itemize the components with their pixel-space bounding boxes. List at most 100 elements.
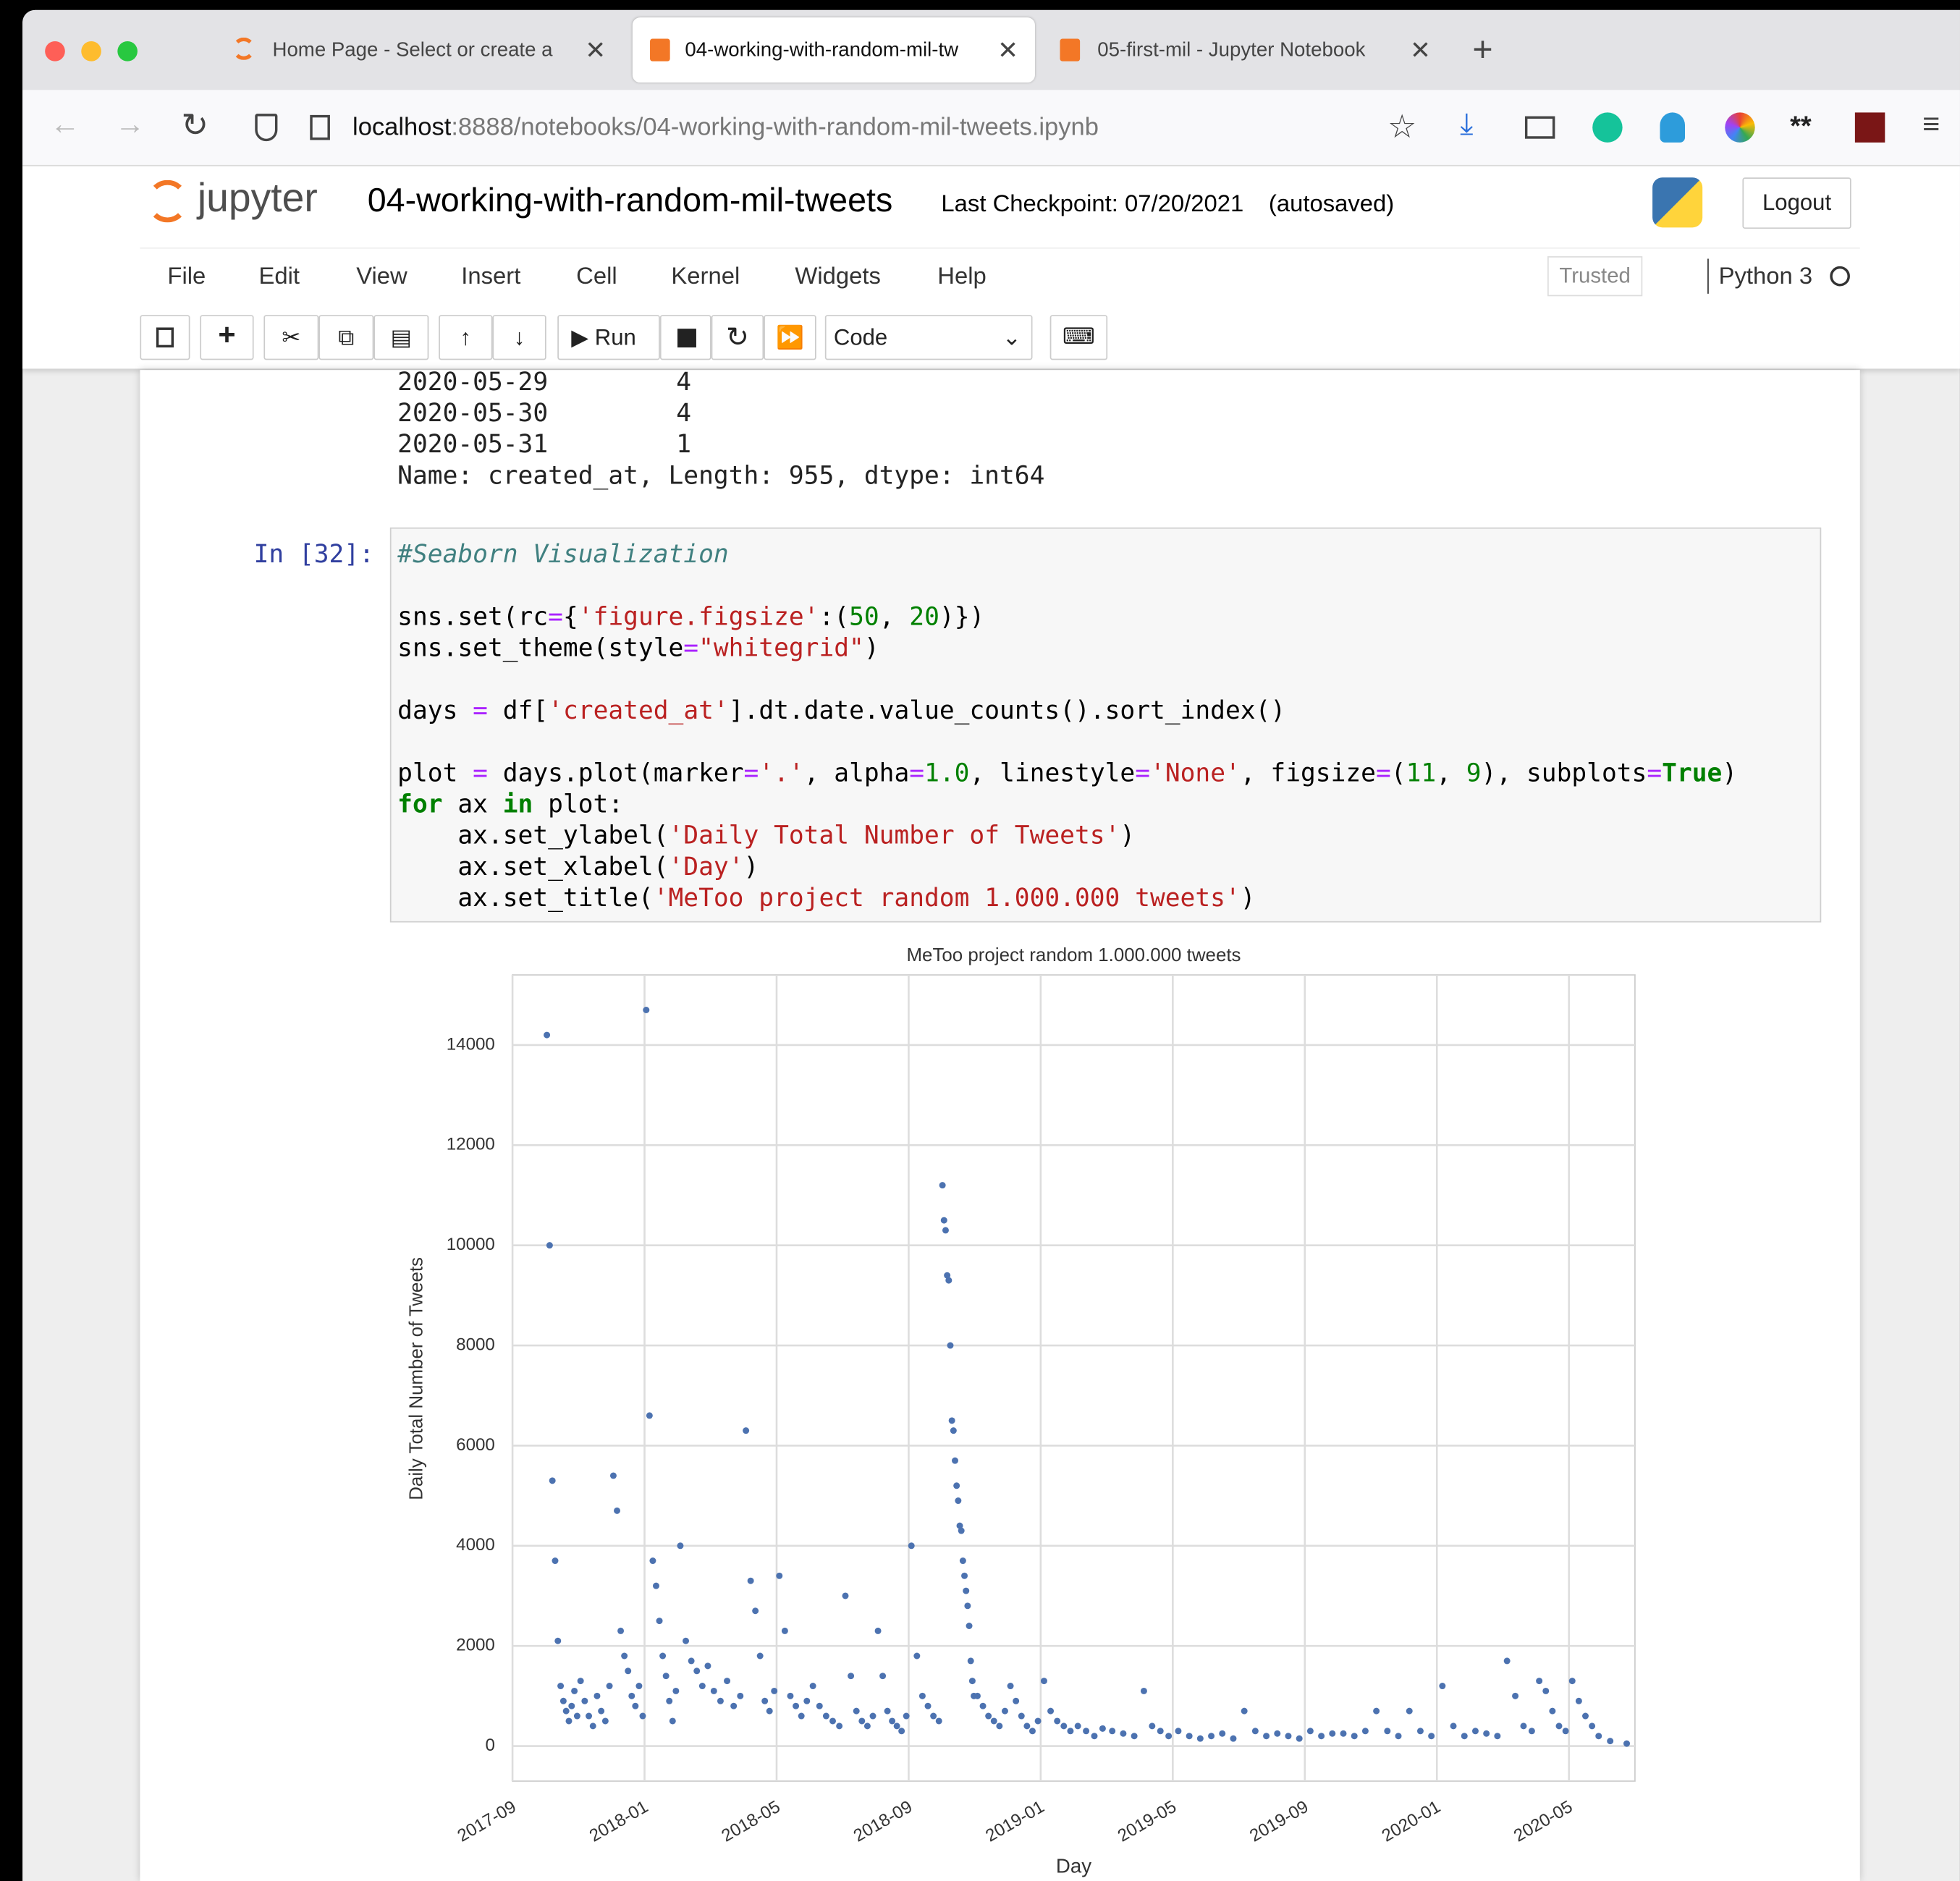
data-point <box>1034 1717 1042 1725</box>
tab-close[interactable]: ✕ <box>1410 37 1432 65</box>
data-point <box>1306 1728 1314 1735</box>
data-point <box>1157 1728 1164 1735</box>
menu-item[interactable]: Edit <box>258 263 300 290</box>
data-point <box>677 1542 684 1550</box>
data-point <box>947 1342 954 1349</box>
code-line: for ax in plot: <box>397 788 624 819</box>
output-date: 2020-05-30 <box>397 397 549 428</box>
data-point <box>557 1683 565 1690</box>
data-point <box>1208 1733 1215 1740</box>
x-tick-label: 2020-01 <box>1379 1797 1444 1846</box>
interrupt-button[interactable] <box>659 315 711 360</box>
notebook-name[interactable]: 04-working-with-random-mil-tweets <box>367 181 893 219</box>
extension-stars[interactable]: ** <box>1790 109 1812 142</box>
data-point <box>1318 1733 1325 1740</box>
back-button[interactable]: ← <box>50 107 80 142</box>
minimize-window[interactable] <box>81 41 101 62</box>
y-tick-label: 0 <box>485 1736 494 1755</box>
data-point <box>1542 1687 1550 1694</box>
shield-icon[interactable] <box>255 114 278 142</box>
data-point <box>1329 1730 1336 1737</box>
tab[interactable]: Home Page - Select or create a ✕ <box>215 17 617 83</box>
data-point <box>930 1712 937 1720</box>
x-tick-label: 2019-01 <box>982 1797 1047 1846</box>
page-icon[interactable] <box>310 114 330 140</box>
extension-avatar[interactable] <box>1854 112 1885 143</box>
insert-cell-button[interactable]: + <box>200 315 254 360</box>
chart-title: MeToo project random 1.000.000 tweets <box>906 945 1241 965</box>
data-point <box>939 1182 946 1189</box>
move-down-button[interactable]: ↓ <box>492 315 546 360</box>
copy-button[interactable]: ⧉ <box>318 315 374 360</box>
data-point <box>659 1652 667 1660</box>
code-cell[interactable] <box>389 527 1822 923</box>
dropdown-arrow: ⌄ <box>1002 325 1021 350</box>
extension-color[interactable] <box>1725 112 1755 143</box>
tab-active[interactable]: 04-working-with-random-mil-tw ✕ <box>632 17 1035 83</box>
data-point <box>776 1572 783 1579</box>
data-point <box>652 1582 659 1589</box>
data-point <box>656 1618 663 1625</box>
tab-close[interactable]: ✕ <box>585 37 607 65</box>
data-point <box>743 1427 750 1434</box>
maximize-window[interactable] <box>117 41 138 62</box>
restart-run-all-button[interactable]: ⏩ <box>764 315 816 360</box>
cell-type-label: Code <box>833 325 888 350</box>
menu-item[interactable]: Widgets <box>795 263 881 290</box>
data-point <box>1528 1728 1535 1735</box>
menu-button[interactable]: ≡ <box>1922 107 1940 142</box>
data-point <box>1054 1717 1061 1725</box>
save-button[interactable] <box>140 315 190 360</box>
data-point <box>594 1692 601 1699</box>
trusted-indicator[interactable]: Trusted <box>1547 256 1643 297</box>
paste-button[interactable]: ▤ <box>373 315 429 360</box>
cell-type-select[interactable]: Code ⌄ <box>824 315 1033 360</box>
data-point <box>935 1717 942 1725</box>
tab[interactable]: 05-first-mil - Jupyter Notebook ✕ <box>1047 17 1450 83</box>
move-up-button[interactable]: ↑ <box>439 315 493 360</box>
restart-button[interactable]: ↻ <box>711 315 764 360</box>
menu-item[interactable]: Insert <box>461 263 521 290</box>
code-line: days = df['created_at'].dt.date.value_co… <box>397 695 1286 725</box>
menu-item[interactable]: View <box>356 263 407 290</box>
data-point <box>1439 1683 1446 1690</box>
data-point <box>959 1557 966 1565</box>
y-axis-label: Daily Total Number of Tweets <box>407 1257 427 1500</box>
run-button[interactable]: ▶ Run <box>557 315 660 360</box>
data-point <box>1520 1723 1527 1730</box>
x-tick-label: 2019-05 <box>1115 1797 1180 1846</box>
data-point <box>737 1692 744 1699</box>
bookmark-star[interactable]: ☆ <box>1387 107 1417 145</box>
new-tab[interactable]: + <box>1472 30 1493 69</box>
data-point <box>1568 1678 1576 1685</box>
extension-ghost[interactable] <box>1660 112 1685 143</box>
menu-item[interactable]: File <box>167 263 206 290</box>
extension-grammarly[interactable] <box>1592 112 1623 143</box>
data-point <box>568 1702 575 1709</box>
menu-item[interactable]: Cell <box>576 263 617 290</box>
close-window[interactable] <box>45 41 65 62</box>
code-line: sns.set_theme(style="whitegrid") <box>397 632 879 663</box>
menu-item[interactable]: Kernel <box>671 263 740 290</box>
data-point <box>1140 1687 1147 1694</box>
reload-button[interactable]: ↻ <box>181 106 209 144</box>
cut-button[interactable]: ✂ <box>263 315 319 360</box>
jupyter-logo-text[interactable]: jupyter <box>197 174 318 220</box>
command-palette-button[interactable]: ⌨ <box>1049 315 1108 360</box>
reader-view[interactable] <box>1524 116 1555 139</box>
data-point <box>803 1697 811 1704</box>
jupyter-logo[interactable] <box>147 179 188 223</box>
data-point <box>1555 1723 1563 1730</box>
downloads[interactable]: ⤓ <box>1460 107 1474 142</box>
data-point <box>955 1497 962 1505</box>
data-point <box>1384 1728 1391 1735</box>
url[interactable]: localhost:8888/notebooks/04-working-with… <box>352 114 1099 143</box>
forward-button[interactable]: → <box>114 107 145 142</box>
data-point <box>1047 1707 1055 1715</box>
data-point <box>893 1723 900 1730</box>
data-point <box>649 1557 656 1565</box>
menu-item[interactable]: Help <box>937 263 987 290</box>
logout-button[interactable]: Logout <box>1742 177 1851 229</box>
tab-close[interactable]: ✕ <box>997 37 1019 65</box>
x-tick-label: 2020-05 <box>1511 1797 1576 1846</box>
